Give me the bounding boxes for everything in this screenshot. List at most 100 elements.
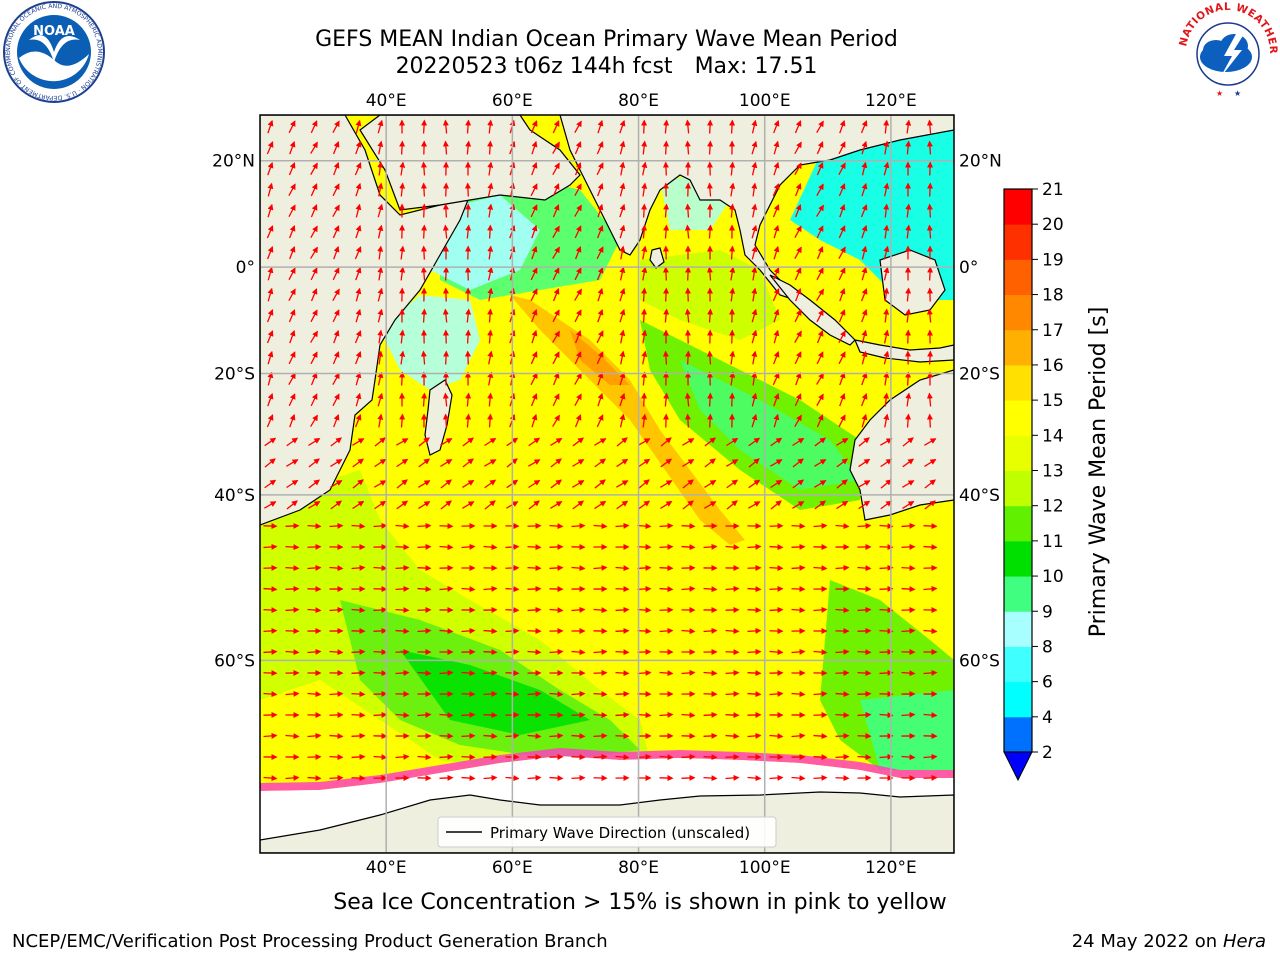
direction-arrow (420, 182, 427, 197)
direction-arrow (923, 585, 938, 592)
direction-arrow (682, 459, 695, 467)
direction-arrow (352, 438, 365, 446)
direction-arrow (857, 754, 872, 761)
direction-arrow (813, 774, 828, 781)
direction-arrow (858, 458, 871, 468)
direction-arrow (615, 606, 630, 613)
direction-arrow (794, 246, 802, 259)
direction-arrow (835, 775, 850, 782)
direction-arrow (883, 119, 890, 134)
direction-arrow (351, 712, 366, 719)
direction-arrow (487, 308, 494, 323)
direction-arrow (332, 120, 340, 134)
direction-arrow (332, 204, 340, 217)
direction-arrow (615, 670, 630, 677)
direction-arrow (377, 140, 384, 155)
direction-arrow (487, 140, 494, 155)
direction-arrow (791, 543, 806, 550)
direction-arrow (333, 329, 340, 344)
direction-arrow (883, 287, 890, 302)
direction-arrow (616, 500, 629, 510)
direction-arrow (355, 392, 362, 407)
direction-arrow (465, 119, 472, 134)
direction-arrow (835, 669, 850, 676)
direction-arrow (593, 732, 608, 739)
direction-arrow (442, 119, 449, 134)
direction-arrow (926, 413, 933, 428)
direction-arrow (483, 669, 498, 676)
direction-arrow (637, 544, 652, 551)
direction-arrow (706, 266, 713, 281)
direction-arrow (838, 330, 846, 344)
direction-arrow (286, 459, 299, 467)
direction-arrow (527, 774, 542, 781)
direction-arrow (572, 437, 584, 447)
direction-arrow (417, 522, 432, 529)
direction-arrow (924, 459, 937, 467)
direction-arrow (725, 544, 740, 551)
colorbar-tick-6: 11 (1042, 532, 1064, 552)
direction-arrow (663, 119, 670, 134)
direction-arrow (791, 691, 806, 698)
direction-arrow (663, 287, 670, 302)
direction-arrow (729, 266, 736, 281)
direction-arrow (641, 140, 648, 155)
direction-arrow (619, 182, 626, 197)
direction-arrow (289, 413, 296, 428)
colorbar-segment-20 (1004, 189, 1032, 225)
direction-arrow (354, 162, 362, 176)
direction-arrow (263, 627, 278, 634)
direction-arrow (663, 392, 670, 407)
direction-arrow (574, 246, 582, 260)
direction-arrow (288, 267, 296, 281)
direction-arrow (527, 733, 542, 740)
direction-arrow (354, 330, 362, 344)
direction-arrow (835, 712, 850, 719)
direction-arrow (528, 479, 541, 489)
direction-arrow (773, 245, 780, 260)
direction-arrow (483, 774, 498, 781)
direction-arrow (487, 224, 494, 239)
lon-tick-top-2: 80°E (618, 91, 659, 111)
direction-arrow (836, 458, 849, 468)
direction-arrow (927, 350, 934, 365)
colorbar-segment-9 (1004, 576, 1032, 612)
direction-arrow (310, 162, 318, 175)
direction-arrow (443, 182, 450, 197)
direction-arrow (883, 224, 890, 239)
direction-arrow (813, 733, 828, 740)
direction-arrow (377, 287, 384, 302)
direction-arrow (439, 628, 454, 635)
direction-arrow (838, 267, 846, 281)
direction-arrow (527, 565, 542, 572)
direction-arrow (355, 308, 362, 323)
direction-arrow (354, 246, 362, 260)
noaa-logo-text: NOAA (33, 24, 75, 39)
direction-arrow (703, 732, 718, 739)
direction-arrow (747, 732, 762, 739)
direction-arrow (528, 500, 540, 510)
direction-arrow (396, 458, 409, 468)
direction-arrow (310, 183, 318, 197)
direction-arrow (267, 266, 274, 281)
direction-arrow (307, 732, 322, 739)
direction-arrow (794, 225, 802, 239)
direction-arrow (772, 372, 780, 386)
direction-arrow (354, 351, 362, 365)
direction-arrow (307, 648, 322, 655)
direction-arrow (461, 754, 476, 761)
direction-arrow (418, 458, 431, 468)
direction-arrow (395, 544, 410, 551)
direction-arrow (816, 372, 824, 385)
direction-arrow (861, 182, 868, 197)
direction-arrow (794, 204, 802, 218)
direction-arrow (483, 544, 498, 551)
direction-arrow (396, 438, 409, 446)
colorbar-segment-8 (1004, 611, 1032, 647)
direction-arrow (465, 140, 472, 155)
colorbar-tick-10: 15 (1042, 391, 1064, 411)
direction-arrow (857, 649, 872, 656)
direction-arrow (813, 565, 828, 572)
direction-arrow (684, 287, 691, 302)
colorbar-tick-9: 14 (1042, 426, 1064, 446)
